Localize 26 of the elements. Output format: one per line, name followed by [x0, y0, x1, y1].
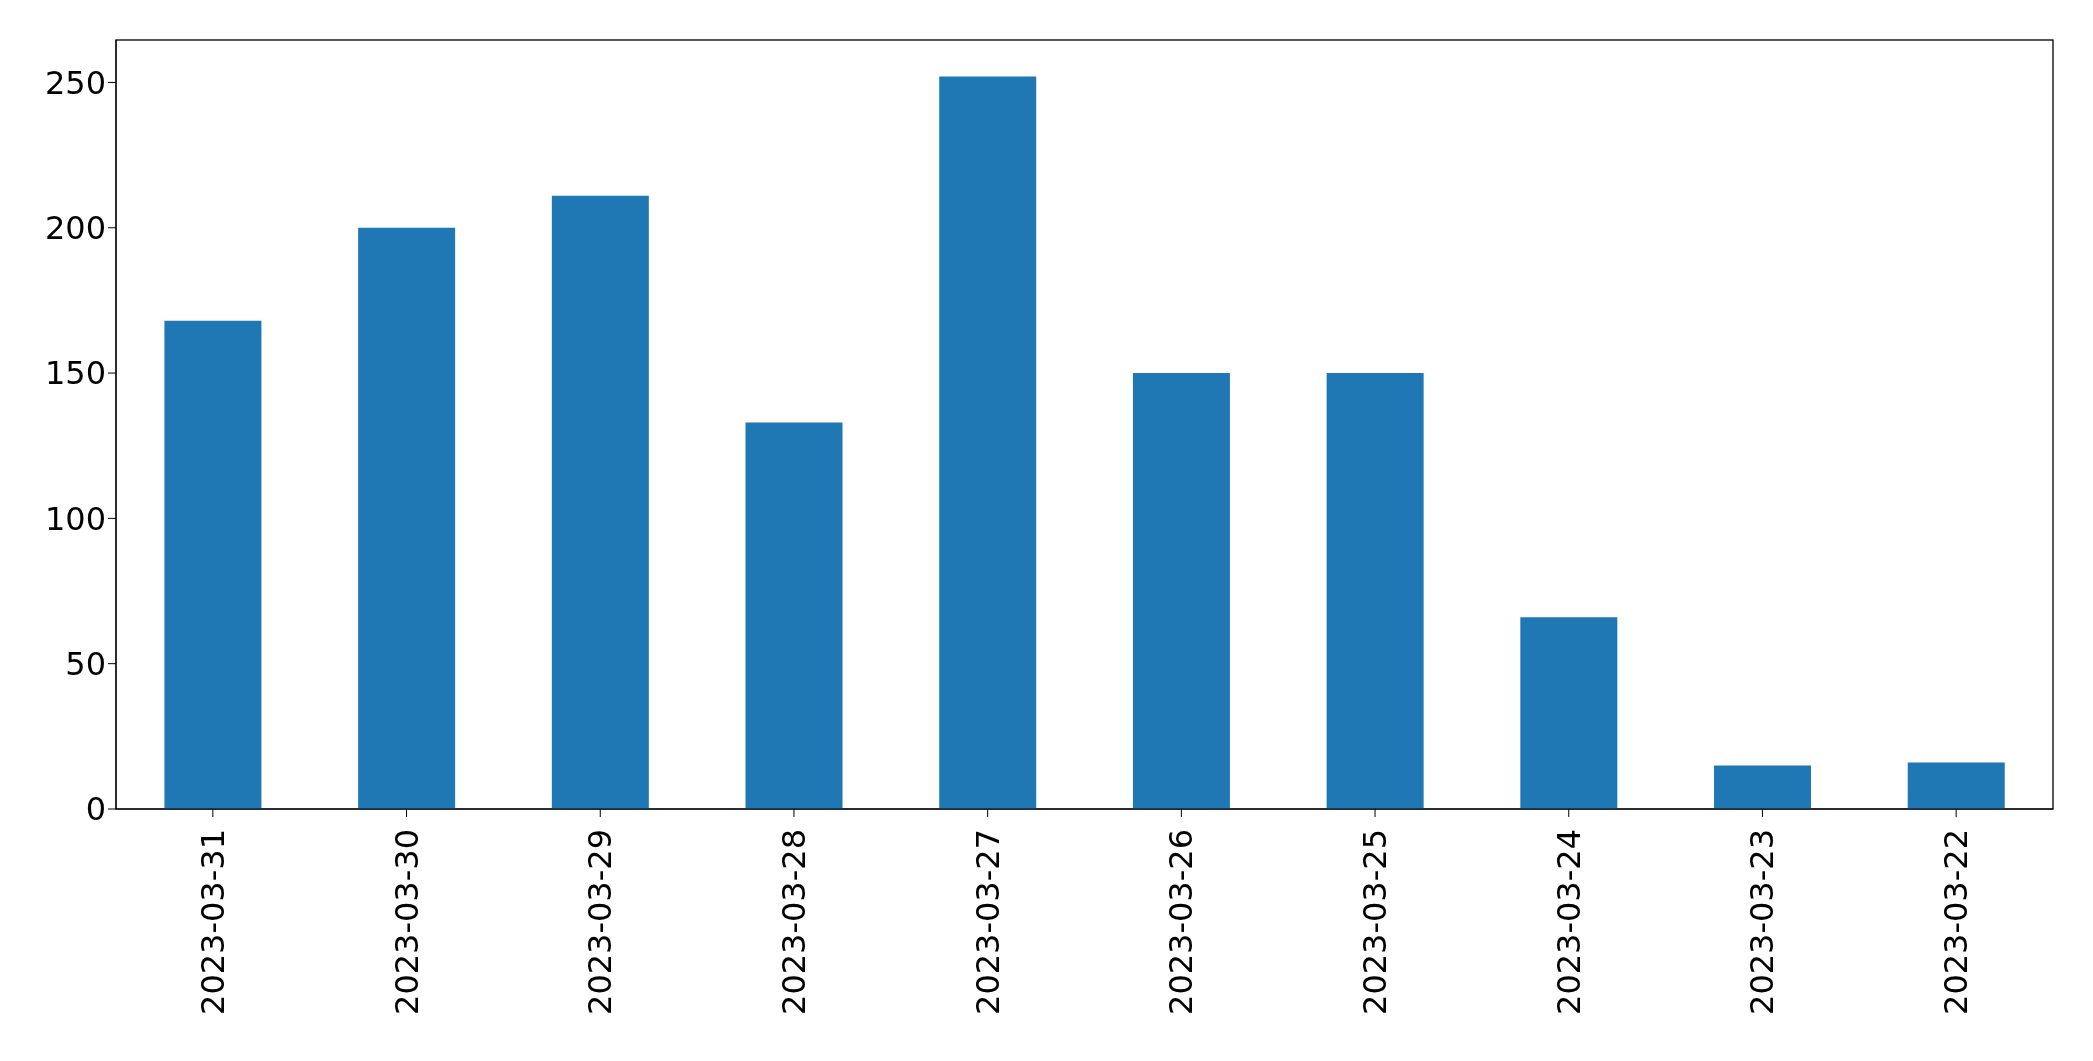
x-tick-label: 2023-03-30 — [387, 829, 426, 1015]
y-tick-label: 250 — [44, 63, 106, 102]
bar — [1132, 373, 1230, 809]
x-tick-label: 2023-03-28 — [774, 829, 813, 1015]
bar — [358, 227, 456, 809]
bar — [1714, 765, 1812, 809]
bar — [1520, 617, 1618, 809]
bar — [164, 320, 262, 809]
bar — [1326, 373, 1424, 809]
y-tick-label: 200 — [44, 209, 106, 248]
y-tick-label: 100 — [44, 499, 106, 538]
bar — [1907, 762, 2005, 809]
x-tick-label: 2023-03-27 — [968, 829, 1007, 1015]
x-tick-label: 2023-03-22 — [1937, 829, 1976, 1015]
bar — [745, 422, 843, 809]
y-tick-label: 0 — [85, 790, 106, 829]
x-tick-label: 2023-03-24 — [1549, 829, 1588, 1015]
bar — [551, 195, 649, 809]
y-tick-label: 150 — [44, 354, 106, 393]
y-tick-label: 50 — [65, 645, 106, 684]
x-tick-label: 2023-03-25 — [1356, 829, 1395, 1015]
x-tick-label: 2023-03-31 — [193, 829, 232, 1015]
bar — [939, 76, 1037, 809]
x-tick-label: 2023-03-23 — [1743, 829, 1782, 1015]
x-tick-label: 2023-03-29 — [581, 829, 620, 1015]
x-tick-label: 2023-03-26 — [1162, 829, 1201, 1015]
